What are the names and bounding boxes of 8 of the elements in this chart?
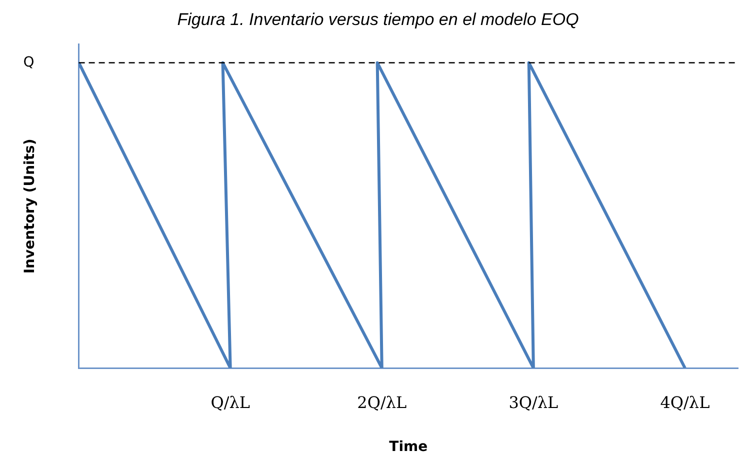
x-tick-label: Q/λL [210,392,250,412]
x-tick-label: 4Q/λL [660,392,710,412]
x-tick-label: 2Q/λL [357,392,407,412]
x-tick-label: 3Q/λL [508,392,559,412]
x-axis-title: Time [389,439,428,456]
ref-line-label: Q [23,54,34,70]
chart-title: Figura 1. Inventario versus tiempo en el modelo EOQ [177,10,579,29]
y-axis-title: Inventory (Units) [22,138,38,274]
